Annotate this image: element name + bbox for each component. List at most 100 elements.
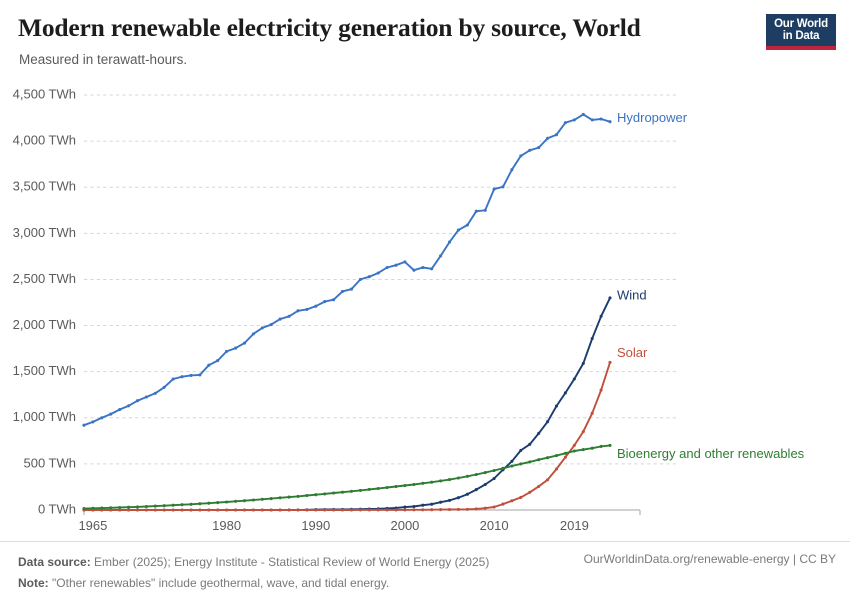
data-point-marker[interactable] (260, 508, 264, 512)
data-point-marker[interactable] (127, 508, 131, 512)
data-point-marker[interactable] (82, 423, 86, 427)
data-point-marker[interactable] (251, 498, 255, 502)
data-point-marker[interactable] (519, 495, 523, 499)
data-point-marker[interactable] (118, 508, 122, 512)
data-point-marker[interactable] (572, 449, 576, 453)
data-point-marker[interactable] (572, 377, 576, 381)
data-point-marker[interactable] (483, 482, 487, 487)
data-point-marker[interactable] (608, 360, 612, 364)
data-point-marker[interactable] (572, 443, 576, 447)
data-point-marker[interactable] (251, 508, 255, 512)
data-point-marker[interactable] (323, 300, 327, 304)
data-point-marker[interactable] (207, 363, 211, 367)
data-point-marker[interactable] (554, 404, 559, 408)
data-point-marker[interactable] (340, 490, 345, 494)
data-point-marker[interactable] (135, 508, 140, 512)
data-point-marker[interactable] (323, 492, 327, 496)
data-point-marker[interactable] (385, 485, 389, 490)
data-point-marker[interactable] (100, 506, 104, 510)
data-point-marker[interactable] (421, 508, 425, 512)
data-point-marker[interactable] (447, 478, 452, 482)
data-point-marker[interactable] (376, 508, 380, 512)
data-point-marker[interactable] (456, 476, 460, 480)
data-point-marker[interactable] (546, 136, 550, 140)
data-point-marker[interactable] (430, 508, 434, 512)
data-point-marker[interactable] (225, 508, 229, 512)
data-point-marker[interactable] (278, 496, 282, 500)
data-point-marker[interactable] (563, 391, 567, 395)
data-point-marker[interactable] (376, 271, 380, 275)
series-line[interactable] (83, 296, 611, 511)
data-point-marker[interactable] (269, 497, 273, 501)
data-point-marker[interactable] (216, 508, 220, 512)
data-point-marker[interactable] (537, 484, 541, 488)
data-point-marker[interactable] (528, 460, 532, 464)
series-label[interactable]: Hydropower (617, 110, 688, 125)
data-point-marker[interactable] (323, 508, 327, 512)
data-point-marker[interactable] (242, 508, 247, 512)
data-point-marker[interactable] (599, 388, 603, 392)
data-point-marker[interactable] (554, 454, 559, 458)
data-point-marker[interactable] (474, 472, 478, 477)
data-point-marker[interactable] (144, 508, 148, 512)
data-point-marker[interactable] (349, 508, 354, 512)
data-point-marker[interactable] (581, 112, 585, 116)
data-point-marker[interactable] (394, 484, 398, 489)
data-point-marker[interactable] (492, 468, 496, 473)
data-point-marker[interactable] (109, 508, 113, 512)
data-point-marker[interactable] (278, 508, 282, 512)
data-point-marker[interactable] (403, 483, 407, 488)
data-point-marker[interactable] (483, 208, 487, 212)
data-point-marker[interactable] (180, 508, 184, 512)
data-point-marker[interactable] (456, 496, 460, 500)
data-series[interactable] (82, 112, 612, 512)
data-point-marker[interactable] (385, 508, 389, 512)
data-point-marker[interactable] (439, 500, 443, 504)
data-point-marker[interactable] (269, 323, 273, 327)
data-point-marker[interactable] (287, 508, 291, 512)
data-point-marker[interactable] (492, 187, 496, 191)
data-point-marker[interactable] (305, 493, 309, 498)
data-point-marker[interactable] (554, 133, 559, 137)
data-point-marker[interactable] (82, 507, 86, 511)
data-point-marker[interactable] (537, 146, 541, 150)
data-point-marker[interactable] (599, 314, 603, 318)
data-point-marker[interactable] (403, 508, 407, 512)
data-point-marker[interactable] (546, 478, 550, 482)
data-point-marker[interactable] (153, 391, 157, 395)
data-point-marker[interactable] (296, 494, 300, 498)
data-point-marker[interactable] (189, 373, 193, 377)
data-point-marker[interactable] (412, 508, 416, 512)
data-point-marker[interactable] (367, 487, 371, 491)
data-point-marker[interactable] (447, 498, 452, 502)
data-point-marker[interactable] (412, 504, 416, 509)
data-point-marker[interactable] (216, 359, 220, 363)
data-point-marker[interactable] (519, 154, 523, 158)
data-point-marker[interactable] (528, 490, 532, 494)
data-point-marker[interactable] (501, 466, 505, 470)
data-point-marker[interactable] (314, 493, 318, 497)
data-point-marker[interactable] (127, 505, 131, 509)
data-point-marker[interactable] (385, 265, 389, 270)
data-point-marker[interactable] (474, 507, 478, 511)
series-label[interactable]: Solar (617, 345, 648, 360)
data-point-marker[interactable] (465, 223, 469, 227)
data-point-marker[interactable] (447, 240, 452, 244)
data-point-marker[interactable] (537, 458, 541, 462)
data-point-marker[interactable] (135, 505, 140, 509)
data-point-marker[interactable] (234, 346, 238, 350)
data-point-marker[interactable] (554, 467, 559, 471)
data-point-marker[interactable] (118, 505, 122, 510)
data-point-marker[interactable] (403, 505, 407, 509)
data-point-marker[interactable] (91, 420, 95, 424)
series-line[interactable] (83, 361, 611, 511)
data-point-marker[interactable] (171, 503, 175, 507)
data-point-marker[interactable] (528, 442, 532, 446)
data-point-marker[interactable] (510, 168, 514, 172)
data-point-marker[interactable] (189, 502, 193, 506)
data-point-marker[interactable] (278, 317, 282, 321)
series-labels[interactable]: Hydropower Wind Solar Bioenergy and other r… (617, 110, 805, 461)
data-point-marker[interactable] (349, 489, 354, 493)
data-point-marker[interactable] (563, 451, 567, 455)
series-label[interactable]: Bioenergy and other renewables (617, 446, 805, 461)
